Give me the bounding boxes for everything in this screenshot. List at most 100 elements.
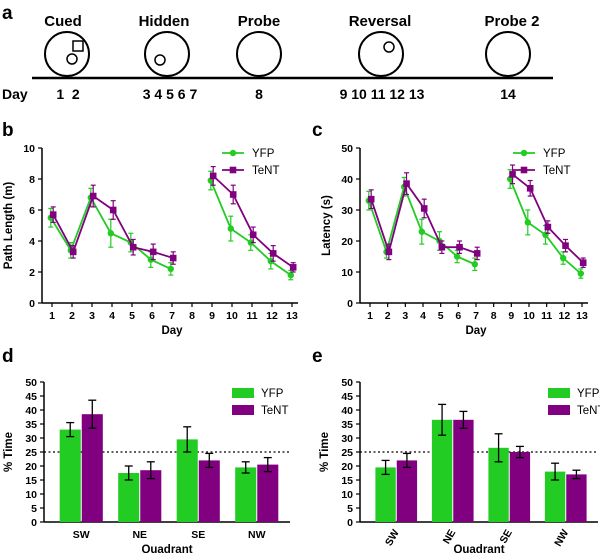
- x-tick-label: 12: [558, 310, 570, 322]
- legend-marker-tent: [229, 166, 237, 174]
- platform-marker: [383, 41, 395, 53]
- y-tick-label: 35: [25, 419, 37, 431]
- x-tick-label: 12: [266, 310, 278, 322]
- data-point-tent: [579, 259, 587, 266]
- x-axis-label: Day: [465, 325, 487, 337]
- days-cued: 1 2: [56, 86, 80, 102]
- x-tick-label: 1: [367, 310, 373, 322]
- y-axis-label: % Time: [319, 432, 331, 472]
- bar-yfp: [235, 467, 257, 522]
- y-tick-label: 10: [341, 489, 353, 501]
- y-tick-label: 4: [29, 236, 35, 248]
- y-tick-label: 40: [341, 405, 353, 417]
- x-tick-label: 13: [576, 310, 588, 322]
- y-tick-label: 6: [29, 205, 35, 217]
- x-tick-label: NW: [248, 529, 266, 541]
- y-tick-label: 0: [29, 298, 35, 310]
- y-tick-label: 20: [341, 461, 353, 473]
- pool-hidden: [144, 31, 190, 77]
- series-line-tent: [370, 181, 478, 256]
- x-tick-label: 2: [385, 310, 391, 322]
- data-point-tent: [289, 264, 297, 271]
- legend-marker-tent: [520, 166, 528, 174]
- y-tick-label: 20: [25, 461, 37, 473]
- x-tick-label: 1: [49, 310, 55, 322]
- bar-yfp: [176, 439, 198, 522]
- y-tick-label: 15: [25, 475, 37, 487]
- data-point-yfp: [577, 270, 584, 277]
- x-tick-label: NE: [132, 529, 147, 541]
- x-tick-label: 3: [89, 310, 95, 322]
- series-line-tent: [511, 173, 584, 264]
- x-tick-label: SE: [191, 529, 205, 541]
- data-point-tent: [385, 248, 393, 256]
- data-point-yfp: [471, 261, 478, 268]
- bar-tent: [566, 474, 587, 522]
- bar-tent: [198, 460, 220, 522]
- panel-letter-a: a: [2, 3, 13, 24]
- x-tick-label: SW: [383, 527, 402, 548]
- data-point-tent: [367, 195, 375, 203]
- chart-quadrant-probe: 0 5 10 15 20 25 30 35 40 45 50 % Time SW NE SE NW Quadra…: [3, 377, 290, 553]
- data-point-tent: [229, 191, 237, 198]
- data-point-yfp: [524, 219, 531, 226]
- y-tick-label: 30: [341, 205, 353, 217]
- data-point-yfp: [107, 230, 115, 237]
- data-point-yfp: [227, 225, 234, 232]
- y-tick-label: 35: [341, 419, 353, 431]
- series-line-yfp: [209, 180, 292, 276]
- y-tick-label: 15: [341, 475, 353, 487]
- y-axis-label: Path Length (m): [3, 182, 15, 270]
- data-point-tent: [69, 248, 77, 256]
- bar-yfp: [431, 419, 453, 522]
- data-point-tent: [403, 180, 410, 187]
- x-tick-label: SE: [497, 528, 514, 546]
- data-point-tent: [149, 248, 157, 256]
- phase-label-probe: Probe: [238, 13, 281, 30]
- x-tick-label: 11: [246, 310, 257, 322]
- y-tick-label: 2: [29, 267, 35, 279]
- data-point-tent: [509, 171, 516, 178]
- y-tick-label: 40: [341, 174, 353, 186]
- legend-swatch-yfp: [548, 388, 570, 398]
- panel-letter-c: c: [312, 120, 323, 141]
- data-point-tent: [249, 231, 257, 239]
- cue-square-marker: [72, 40, 84, 52]
- x-tick-label: 9: [508, 310, 514, 322]
- pool-reversal: [358, 31, 404, 77]
- bar-yfp: [59, 429, 81, 522]
- bar-tent: [396, 460, 418, 522]
- data-point-tent: [89, 192, 97, 200]
- legend-label-tent: TeNT: [252, 165, 279, 177]
- y-tick-label: 10: [25, 489, 37, 501]
- data-point-yfp: [559, 254, 567, 262]
- y-axis-label: % Time: [3, 432, 15, 472]
- y-tick-label: 45: [25, 391, 37, 403]
- y-tick-label: 0: [347, 517, 353, 529]
- x-tick-label: NW: [552, 527, 571, 548]
- phase-label-cued: Cued: [44, 13, 82, 30]
- x-tick-label: 7: [473, 310, 479, 322]
- bar-tent: [453, 419, 474, 522]
- legend-swatch-yfp: [232, 388, 254, 398]
- legend-label-tent: TeNT: [577, 405, 600, 417]
- x-tick-label: 2: [69, 310, 75, 322]
- x-tick-label: 6: [149, 310, 155, 322]
- bar-yfp: [488, 447, 509, 522]
- legend-label-yfp: YFP: [577, 388, 600, 400]
- pool-probe2: [485, 31, 531, 77]
- y-tick-label: 20: [341, 236, 353, 248]
- data-point-tent: [269, 250, 277, 257]
- legend-label-yfp: YFP: [543, 148, 566, 160]
- y-tick-label: 25: [341, 447, 353, 459]
- y-tick-label: 25: [25, 447, 37, 459]
- days-probe2: 14: [500, 86, 516, 102]
- legend-swatch-tent: [232, 405, 254, 415]
- data-point-tent: [544, 223, 552, 231]
- phase-label-hidden: Hidden: [139, 13, 190, 30]
- y-tick-label: 0: [347, 298, 353, 310]
